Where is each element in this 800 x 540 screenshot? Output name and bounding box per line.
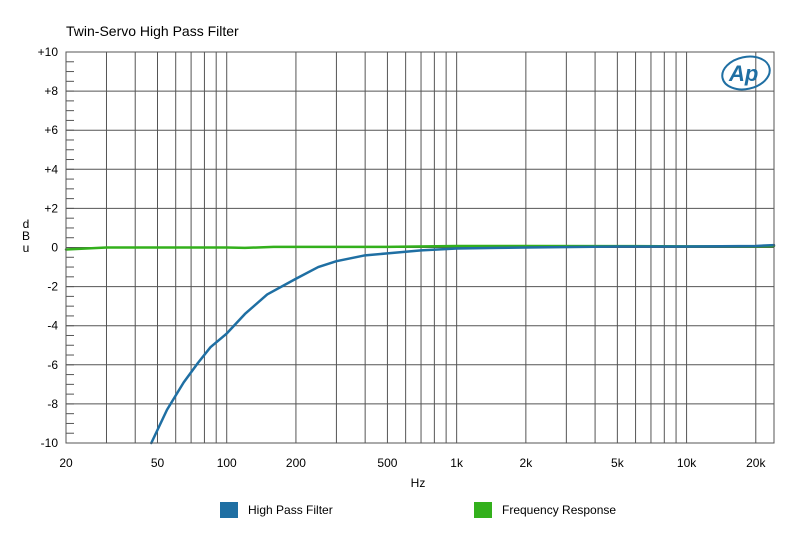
y-tick-label: -2 [47,280,58,294]
x-tick-label: 1k [450,456,464,470]
legend-item-frequency-response: Frequency Response [474,502,616,518]
y-tick-label: +10 [38,45,59,59]
y-tick-label: +8 [44,84,58,98]
minor-ticks [66,51,74,444]
x-tick-label: 500 [377,456,397,470]
y-tick-labels: +10 +8 +6 +4 +2 0 -2 -4 -6 -8 -10 [38,45,59,450]
y-tick-label: -6 [47,358,58,372]
x-axis-label: Hz [411,476,426,490]
x-tick-label: 100 [217,456,237,470]
legend-swatch-frequency-response [474,502,492,518]
y-axis-label: dBu [22,217,30,255]
y-tick-label: +6 [44,123,58,137]
y-tick-label: +2 [44,201,58,215]
legend-swatch-high-pass [220,502,238,518]
series-layer [64,243,776,445]
legend-label-high-pass: High Pass Filter [248,503,333,517]
x-tick-label: 20 [59,456,73,470]
y-tick-label: +4 [44,162,58,176]
x-tick-label: 50 [151,456,165,470]
legend: High Pass Filter Frequency Response [0,502,800,522]
x-tick-label: 10k [677,456,697,470]
legend-item-high-pass: High Pass Filter [220,502,333,518]
legend-label-frequency-response: Frequency Response [502,503,617,517]
x-tick-label: 2k [520,456,534,470]
x-tick-label: 200 [286,456,306,470]
y-tick-label: -4 [47,319,58,333]
ap-logo: Ap [721,55,771,91]
y-tick-label: -10 [41,436,59,450]
x-tick-labels: 20 50 100 200 500 1k 2k 5k 10k 20k [59,456,766,470]
chart-title: Twin-Servo High Pass Filter [66,23,239,39]
y-axis-label-char: d [23,217,30,231]
svg-text:Ap: Ap [728,61,758,86]
y-axis-label-char: u [23,241,30,255]
series-line-high-pass-filter [150,243,776,445]
x-tick-label: 20k [746,456,766,470]
y-tick-label: 0 [51,241,58,255]
plot-frame [65,51,775,444]
y-axis-label-char: B [22,229,30,243]
y-tick-label: -8 [47,397,58,411]
x-tick-label: 5k [611,456,625,470]
